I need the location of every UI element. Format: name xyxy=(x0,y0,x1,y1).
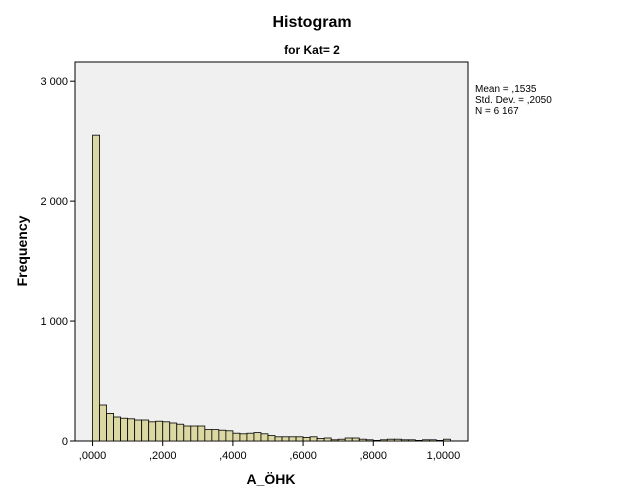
bar xyxy=(393,438,402,442)
chart-title: Histogram xyxy=(272,14,351,31)
bar xyxy=(197,425,206,442)
bar xyxy=(204,429,213,442)
bar xyxy=(337,438,346,442)
bar xyxy=(281,436,290,442)
bar xyxy=(267,435,276,442)
stats-text: Mean = ,1535 xyxy=(475,84,537,95)
bar xyxy=(253,432,262,442)
bar xyxy=(407,439,416,442)
bar xyxy=(302,437,311,442)
bar xyxy=(344,437,353,442)
bar xyxy=(358,438,367,442)
bar xyxy=(99,404,107,442)
bar xyxy=(190,425,199,442)
bar xyxy=(309,436,318,442)
bar xyxy=(260,433,269,442)
x-axis-label: A_ÖHK xyxy=(246,471,295,487)
bar xyxy=(92,134,100,442)
x-tick-label: ,0000 xyxy=(79,450,107,462)
bar xyxy=(386,438,395,442)
bar xyxy=(232,432,241,442)
bar xyxy=(127,418,136,442)
bar xyxy=(372,440,381,442)
bar xyxy=(162,421,171,442)
chart-subtitle: for Kat= 2 xyxy=(284,43,340,57)
bar xyxy=(443,438,451,442)
bar xyxy=(295,436,304,442)
bar xyxy=(183,425,192,442)
bar xyxy=(323,437,332,442)
plot-area xyxy=(74,61,469,442)
bar xyxy=(225,430,234,442)
bar xyxy=(106,413,114,442)
bar xyxy=(120,417,129,442)
bar xyxy=(379,439,388,442)
y-tick-label: 1 000 xyxy=(40,316,68,328)
x-tick-label: ,4000 xyxy=(219,450,247,462)
bar xyxy=(176,423,185,442)
y-tick-label: 0 xyxy=(62,436,68,448)
bar xyxy=(330,439,339,442)
bar xyxy=(155,420,164,442)
bar xyxy=(148,421,157,442)
stats-text: N = 6 167 xyxy=(475,106,519,117)
bar xyxy=(169,422,178,442)
bar xyxy=(414,440,423,442)
bar xyxy=(274,436,283,442)
bar xyxy=(239,433,248,442)
x-tick-label: ,6000 xyxy=(289,450,317,462)
bar xyxy=(134,419,143,442)
y-tick-label: 2 000 xyxy=(40,196,68,208)
bar xyxy=(351,437,360,442)
bar xyxy=(365,439,374,442)
x-tick-label: 1,0000 xyxy=(427,450,461,462)
x-tick-label: ,2000 xyxy=(149,450,177,462)
bar xyxy=(429,439,437,442)
bar xyxy=(316,438,325,442)
stats-text: Std. Dev. = ,2050 xyxy=(475,95,552,106)
bar xyxy=(113,416,122,442)
bar xyxy=(288,436,297,442)
bar xyxy=(211,429,220,442)
bar xyxy=(246,432,255,442)
bar xyxy=(218,429,227,442)
bar xyxy=(400,439,409,442)
x-tick-label: ,8000 xyxy=(359,450,387,462)
bar xyxy=(421,439,430,442)
bar xyxy=(141,419,150,442)
y-axis-label: Frequency xyxy=(14,215,30,286)
y-tick-label: 3 000 xyxy=(40,76,68,88)
bar xyxy=(436,440,444,442)
